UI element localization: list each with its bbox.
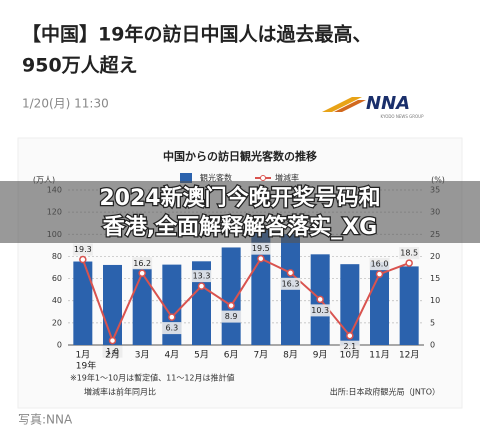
x-tick-label: 7月 bbox=[253, 350, 268, 361]
bar bbox=[103, 264, 122, 345]
line-point bbox=[316, 295, 324, 304]
legend-swatch bbox=[180, 173, 192, 183]
line-point bbox=[138, 269, 146, 278]
source: 出所:日本政府観光局（JNTO） bbox=[330, 387, 440, 397]
legend-label: 増減率 bbox=[275, 173, 299, 183]
x-tick-label: 10月 bbox=[340, 350, 360, 361]
banner-text: 2024新澳门今晚开奖号码和 bbox=[99, 185, 380, 211]
x-tick-label: 5月 bbox=[194, 350, 209, 361]
data-label-bg bbox=[161, 322, 182, 335]
x-tick-label: 12月 bbox=[399, 350, 419, 361]
bar bbox=[73, 261, 93, 345]
data-label-bg bbox=[339, 340, 360, 353]
y-tick-label: 20 bbox=[52, 318, 62, 327]
data-label-bg bbox=[102, 345, 123, 358]
data-label: 13.3 bbox=[193, 272, 211, 281]
data-label-bg bbox=[399, 247, 420, 260]
y2-tick-label: 5 bbox=[430, 318, 435, 327]
y2-tick-label: 20 bbox=[430, 252, 440, 261]
banner bbox=[0, 181, 480, 243]
line-point bbox=[108, 336, 117, 345]
headline: 【中国】19年の訪日中国人は過去最高、 bbox=[22, 23, 371, 46]
bar bbox=[251, 228, 271, 345]
data-label: 19.3 bbox=[74, 245, 92, 254]
bar bbox=[192, 261, 211, 345]
chart-title: 中国からの訪日観光客数の推移 bbox=[163, 149, 317, 163]
data-label: 16.2 bbox=[133, 259, 151, 268]
line-point bbox=[79, 255, 87, 264]
y-tick-label: 80 bbox=[52, 252, 62, 261]
note: 増減率は前年同月比 bbox=[84, 387, 156, 397]
line-point bbox=[168, 313, 176, 321]
data-label-bg bbox=[132, 257, 153, 270]
data-label-bg bbox=[310, 304, 331, 317]
x-tick-label: 9月 bbox=[313, 350, 328, 361]
x-tick-label: 11月 bbox=[369, 350, 389, 361]
data-label-bg bbox=[221, 310, 242, 323]
line-point bbox=[405, 259, 413, 267]
legend-label: 観光客数 bbox=[200, 173, 232, 183]
banner-text: 香港,全面解释解答落实_XG bbox=[103, 214, 377, 240]
y2-tick-label: 10 bbox=[430, 296, 440, 305]
data-label: 16.0 bbox=[371, 260, 389, 269]
line-point bbox=[227, 301, 235, 310]
data-label: 8.9 bbox=[225, 312, 238, 321]
logo: NNA KYODO NEWS GROUP bbox=[322, 93, 424, 119]
data-label: 10.3 bbox=[311, 306, 329, 315]
data-label: 16.3 bbox=[282, 279, 300, 288]
data-label-bg bbox=[250, 242, 271, 255]
headline: 950万人超え bbox=[22, 54, 138, 77]
x-tick-label: 3月 bbox=[135, 350, 150, 361]
line-point bbox=[286, 269, 295, 277]
data-label: 1.0 bbox=[106, 347, 119, 356]
data-label: 18.5 bbox=[400, 249, 418, 258]
line-point bbox=[257, 254, 265, 263]
x-tick-label: 6月 bbox=[224, 350, 239, 361]
logo-text: NNA bbox=[366, 93, 410, 114]
legend-swatch bbox=[260, 175, 266, 181]
data-label-bg bbox=[191, 270, 212, 283]
bar bbox=[132, 268, 152, 345]
data-label: 19.5 bbox=[252, 244, 270, 253]
line-point bbox=[375, 270, 384, 278]
date: 1/20(月) 11:30 bbox=[22, 97, 109, 111]
data-label: 2.1 bbox=[343, 342, 356, 351]
logo-sub: KYODO NEWS GROUP bbox=[380, 114, 424, 119]
logo-mark bbox=[322, 97, 362, 112]
y-tick-label: 40 bbox=[52, 296, 62, 305]
line bbox=[81, 257, 410, 344]
y2-tick-label: 15 bbox=[430, 274, 440, 283]
y2-axis-label: (%) bbox=[431, 176, 445, 185]
y-tick-label: 0 bbox=[57, 341, 62, 350]
x-tick-label: 4月 bbox=[164, 350, 179, 361]
data-label-bg bbox=[280, 277, 301, 290]
x-tick-label: 1月 bbox=[75, 350, 90, 361]
y-tick-label: 60 bbox=[52, 274, 62, 283]
bar bbox=[399, 266, 419, 345]
x-tick-label: 8月 bbox=[283, 350, 298, 361]
y-axis-label: (万人) bbox=[33, 176, 55, 185]
data-label-bg bbox=[72, 243, 93, 256]
data-label: 6.3 bbox=[165, 324, 178, 333]
line-point bbox=[197, 282, 206, 290]
logo-mark bbox=[334, 100, 366, 112]
y2-tick-label: 0 bbox=[430, 341, 435, 350]
caption: 写真:NNA bbox=[18, 413, 73, 427]
note: ※19年1〜10月は暫定値、11〜12月は推計値 bbox=[70, 373, 235, 383]
line-point bbox=[346, 331, 354, 340]
data-label-bg bbox=[369, 258, 390, 271]
x-tick-label: 2月 bbox=[105, 350, 120, 361]
x-note: 19年 bbox=[76, 360, 96, 372]
